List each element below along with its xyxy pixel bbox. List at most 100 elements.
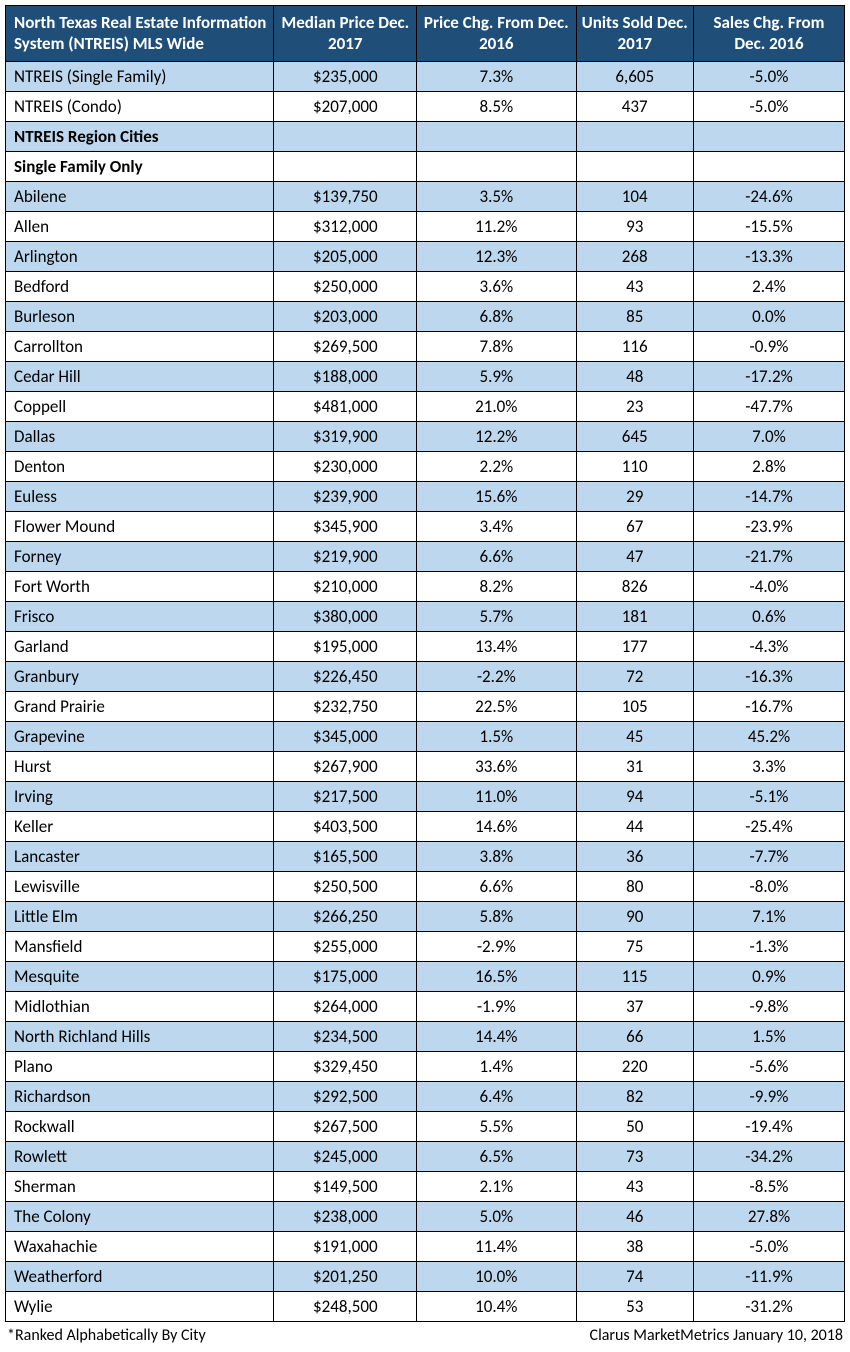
table-cell: 3.4% <box>417 511 576 541</box>
table-cell: Arlington <box>6 241 274 271</box>
header-row: North Texas Real Estate Information Syst… <box>6 6 845 62</box>
table-cell: -8.0% <box>693 871 844 901</box>
table-cell: $230,000 <box>274 451 417 481</box>
table-cell: NTREIS (Single Family) <box>6 61 274 91</box>
table-cell: Grapevine <box>6 721 274 751</box>
table-cell: -23.9% <box>693 511 844 541</box>
table-cell: $245,000 <box>274 1141 417 1171</box>
table-row: Frisco$380,0005.7%1810.6% <box>6 601 845 631</box>
table-cell: 7.8% <box>417 331 576 361</box>
table-cell: 0.9% <box>693 961 844 991</box>
table-cell: -1.9% <box>417 991 576 1021</box>
table-cell: 13.4% <box>417 631 576 661</box>
table-cell: 11.0% <box>417 781 576 811</box>
table-cell: Richardson <box>6 1081 274 1111</box>
table-cell: -34.2% <box>693 1141 844 1171</box>
table-cell: $203,000 <box>274 301 417 331</box>
table-cell: $195,000 <box>274 631 417 661</box>
table-cell: -21.7% <box>693 541 844 571</box>
table-cell: $210,000 <box>274 571 417 601</box>
table-row: Cedar Hill$188,0005.9%48-17.2% <box>6 361 845 391</box>
table-row: Denton$230,0002.2%1102.8% <box>6 451 845 481</box>
table-cell: $234,500 <box>274 1021 417 1051</box>
column-header: Price Chg. From Dec. 2016 <box>417 6 576 62</box>
table-cell: -11.9% <box>693 1261 844 1291</box>
table-row: Garland$195,00013.4%177-4.3% <box>6 631 845 661</box>
table-row: Grand Prairie$232,75022.5%105-16.7% <box>6 691 845 721</box>
table-cell: 8.2% <box>417 571 576 601</box>
table-cell: 74 <box>576 1261 693 1291</box>
table-cell <box>576 151 693 181</box>
table-cell: 73 <box>576 1141 693 1171</box>
table-row: Carrollton$269,5007.8%116-0.9% <box>6 331 845 361</box>
table-cell: -2.2% <box>417 661 576 691</box>
table-cell: 5.7% <box>417 601 576 631</box>
table-cell: $235,000 <box>274 61 417 91</box>
table-cell: 110 <box>576 451 693 481</box>
table-cell: Irving <box>6 781 274 811</box>
column-header: North Texas Real Estate Information Syst… <box>6 6 274 62</box>
table-row: Grapevine$345,0001.5%4545.2% <box>6 721 845 751</box>
table-cell: 10.0% <box>417 1261 576 1291</box>
table-cell: 7.1% <box>693 901 844 931</box>
table-cell: 0.6% <box>693 601 844 631</box>
table-cell: 82 <box>576 1081 693 1111</box>
table-cell: 437 <box>576 91 693 121</box>
table-cell: 14.4% <box>417 1021 576 1051</box>
column-header: Sales Chg. From Dec. 2016 <box>693 6 844 62</box>
table-cell: -5.0% <box>693 61 844 91</box>
table-cell: 115 <box>576 961 693 991</box>
table-cell: 75 <box>576 931 693 961</box>
table-cell: 177 <box>576 631 693 661</box>
table-cell: Garland <box>6 631 274 661</box>
table-cell: $345,000 <box>274 721 417 751</box>
table-cell: Cedar Hill <box>6 361 274 391</box>
table-cell: 6,605 <box>576 61 693 91</box>
table-row: Midlothian$264,000-1.9%37-9.8% <box>6 991 845 1021</box>
table-cell: $403,500 <box>274 811 417 841</box>
table-row: Forney$219,9006.6%47-21.7% <box>6 541 845 571</box>
column-header: Units Sold Dec. 2017 <box>576 6 693 62</box>
table-cell: Rockwall <box>6 1111 274 1141</box>
table-row: Waxahachie$191,00011.4%38-5.0% <box>6 1231 845 1261</box>
table-cell: Midlothian <box>6 991 274 1021</box>
table-row: Allen$312,00011.2%93-15.5% <box>6 211 845 241</box>
table-cell: Frisco <box>6 601 274 631</box>
table-cell: 21.0% <box>417 391 576 421</box>
table-cell: 33.6% <box>417 751 576 781</box>
table-cell: $319,900 <box>274 421 417 451</box>
ntreis-table: North Texas Real Estate Information Syst… <box>5 5 845 1322</box>
table-cell: Plano <box>6 1051 274 1081</box>
table-cell: $267,900 <box>274 751 417 781</box>
table-row: Lewisville$250,5006.6%80-8.0% <box>6 871 845 901</box>
table-cell: 6.4% <box>417 1081 576 1111</box>
table-cell: Mansfield <box>6 931 274 961</box>
table-cell: -17.2% <box>693 361 844 391</box>
table-cell: -7.7% <box>693 841 844 871</box>
table-cell: Burleson <box>6 301 274 331</box>
table-cell: -0.9% <box>693 331 844 361</box>
table-cell: 5.5% <box>417 1111 576 1141</box>
table-cell: -15.5% <box>693 211 844 241</box>
table-cell: 1.5% <box>693 1021 844 1051</box>
table-row: Single Family Only <box>6 151 845 181</box>
table-cell: $201,250 <box>274 1261 417 1291</box>
table-cell: -47.7% <box>693 391 844 421</box>
table-row: Granbury$226,450-2.2%72-16.3% <box>6 661 845 691</box>
table-cell: 67 <box>576 511 693 541</box>
table-cell: $175,000 <box>274 961 417 991</box>
table-row: The Colony$238,0005.0%4627.8% <box>6 1201 845 1231</box>
table-cell <box>274 151 417 181</box>
table-cell: Forney <box>6 541 274 571</box>
table-cell: 46 <box>576 1201 693 1231</box>
table-cell: 47 <box>576 541 693 571</box>
table-cell: $255,000 <box>274 931 417 961</box>
table-cell: $267,500 <box>274 1111 417 1141</box>
table-row: NTREIS (Condo)$207,0008.5%437-5.0% <box>6 91 845 121</box>
table-cell: 12.2% <box>417 421 576 451</box>
table-cell: 104 <box>576 181 693 211</box>
table-cell: 11.4% <box>417 1231 576 1261</box>
table-cell: 10.4% <box>417 1291 576 1321</box>
table-cell: Weatherford <box>6 1261 274 1291</box>
table-row: Mansfield$255,000-2.9%75-1.3% <box>6 931 845 961</box>
